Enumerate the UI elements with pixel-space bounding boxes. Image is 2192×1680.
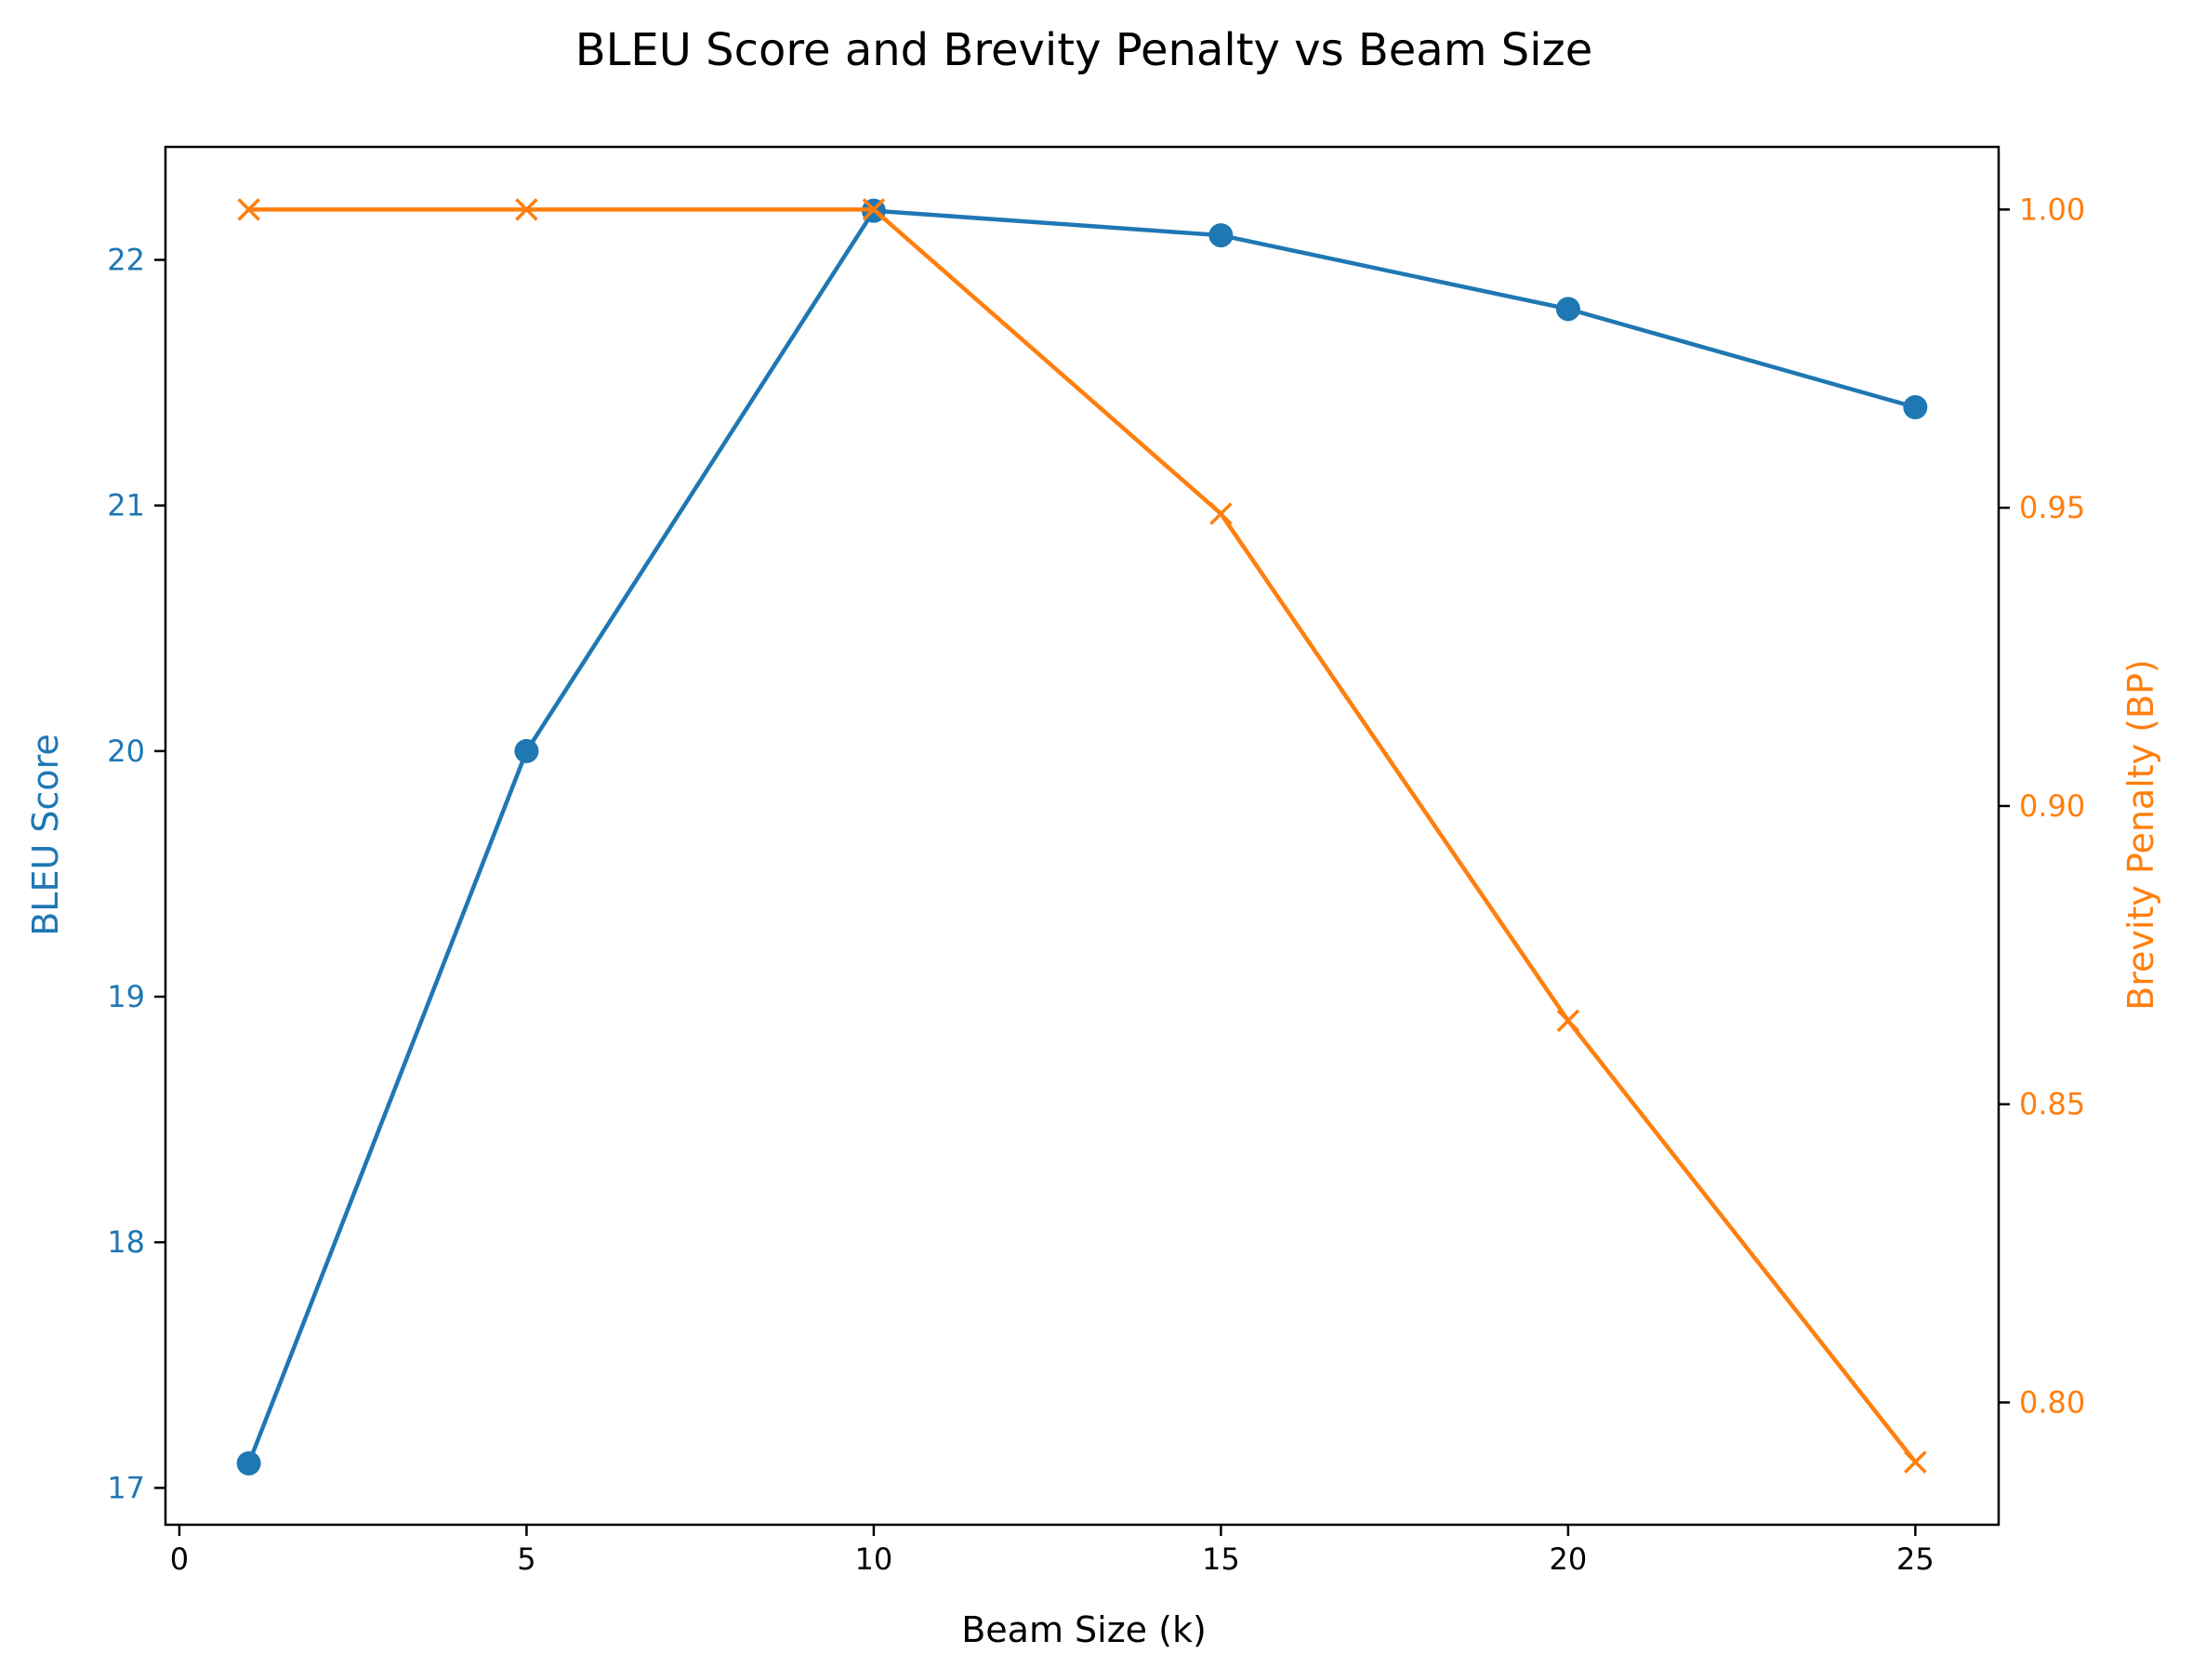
y-tick-label-left: 19 (107, 979, 145, 1014)
x-axis-label: Beam Size (k) (961, 1609, 1207, 1650)
data-point-bp (1904, 1450, 1927, 1474)
data-point-bp (862, 198, 886, 221)
y-axis-label-left: BLEU Score (25, 734, 66, 936)
plot-frame (164, 145, 2001, 1527)
y-tick-label-right: 0.85 (2019, 1087, 2085, 1122)
y-tick-label-right: 1.00 (2019, 192, 2085, 227)
y-tick-label-right: 0.90 (2019, 788, 2085, 824)
y-tick-label-right: 0.80 (2019, 1384, 2085, 1420)
x-tick-label: 20 (1550, 1541, 1588, 1577)
data-point-bleu (514, 738, 539, 763)
series-line-bleu (245, 208, 1919, 1466)
data-point-bp (515, 198, 538, 221)
y-tick-label-left: 18 (107, 1224, 145, 1260)
data-point-bp (1556, 1009, 1580, 1033)
data-point-bleu (1208, 223, 1234, 248)
y-tick-label-left: 20 (107, 734, 145, 769)
y-tick-label-left: 21 (107, 488, 145, 523)
x-tick-label: 25 (1896, 1541, 1935, 1577)
y-tick-label-left: 22 (107, 243, 145, 278)
series-line-bp (246, 207, 1919, 1465)
x-tick-label: 10 (855, 1541, 893, 1577)
data-point-bleu (236, 1450, 261, 1475)
series-layer (236, 198, 1928, 1475)
y-tick-label-right: 0.95 (2019, 490, 2085, 525)
x-tick-label: 15 (1202, 1541, 1240, 1577)
y-axis-label-right: Brevity Penalty (BP) (2120, 659, 2161, 1011)
data-point-bp (1209, 502, 1233, 525)
data-point-bp (237, 198, 260, 221)
x-tick-label: 0 (170, 1541, 189, 1577)
x-tick-label: 5 (517, 1541, 535, 1577)
data-point-bleu (1903, 395, 1928, 420)
chart-title: BLEU Score and Brevity Penalty vs Beam S… (575, 24, 1593, 76)
y-tick-label-left: 17 (107, 1470, 145, 1505)
axes-layer: 0 5 10 15 20 25 17 18 19 20 21 22 0.80 0.85 0.90 0.95 1.… (107, 145, 2085, 1577)
data-point-bleu (1555, 297, 1580, 322)
